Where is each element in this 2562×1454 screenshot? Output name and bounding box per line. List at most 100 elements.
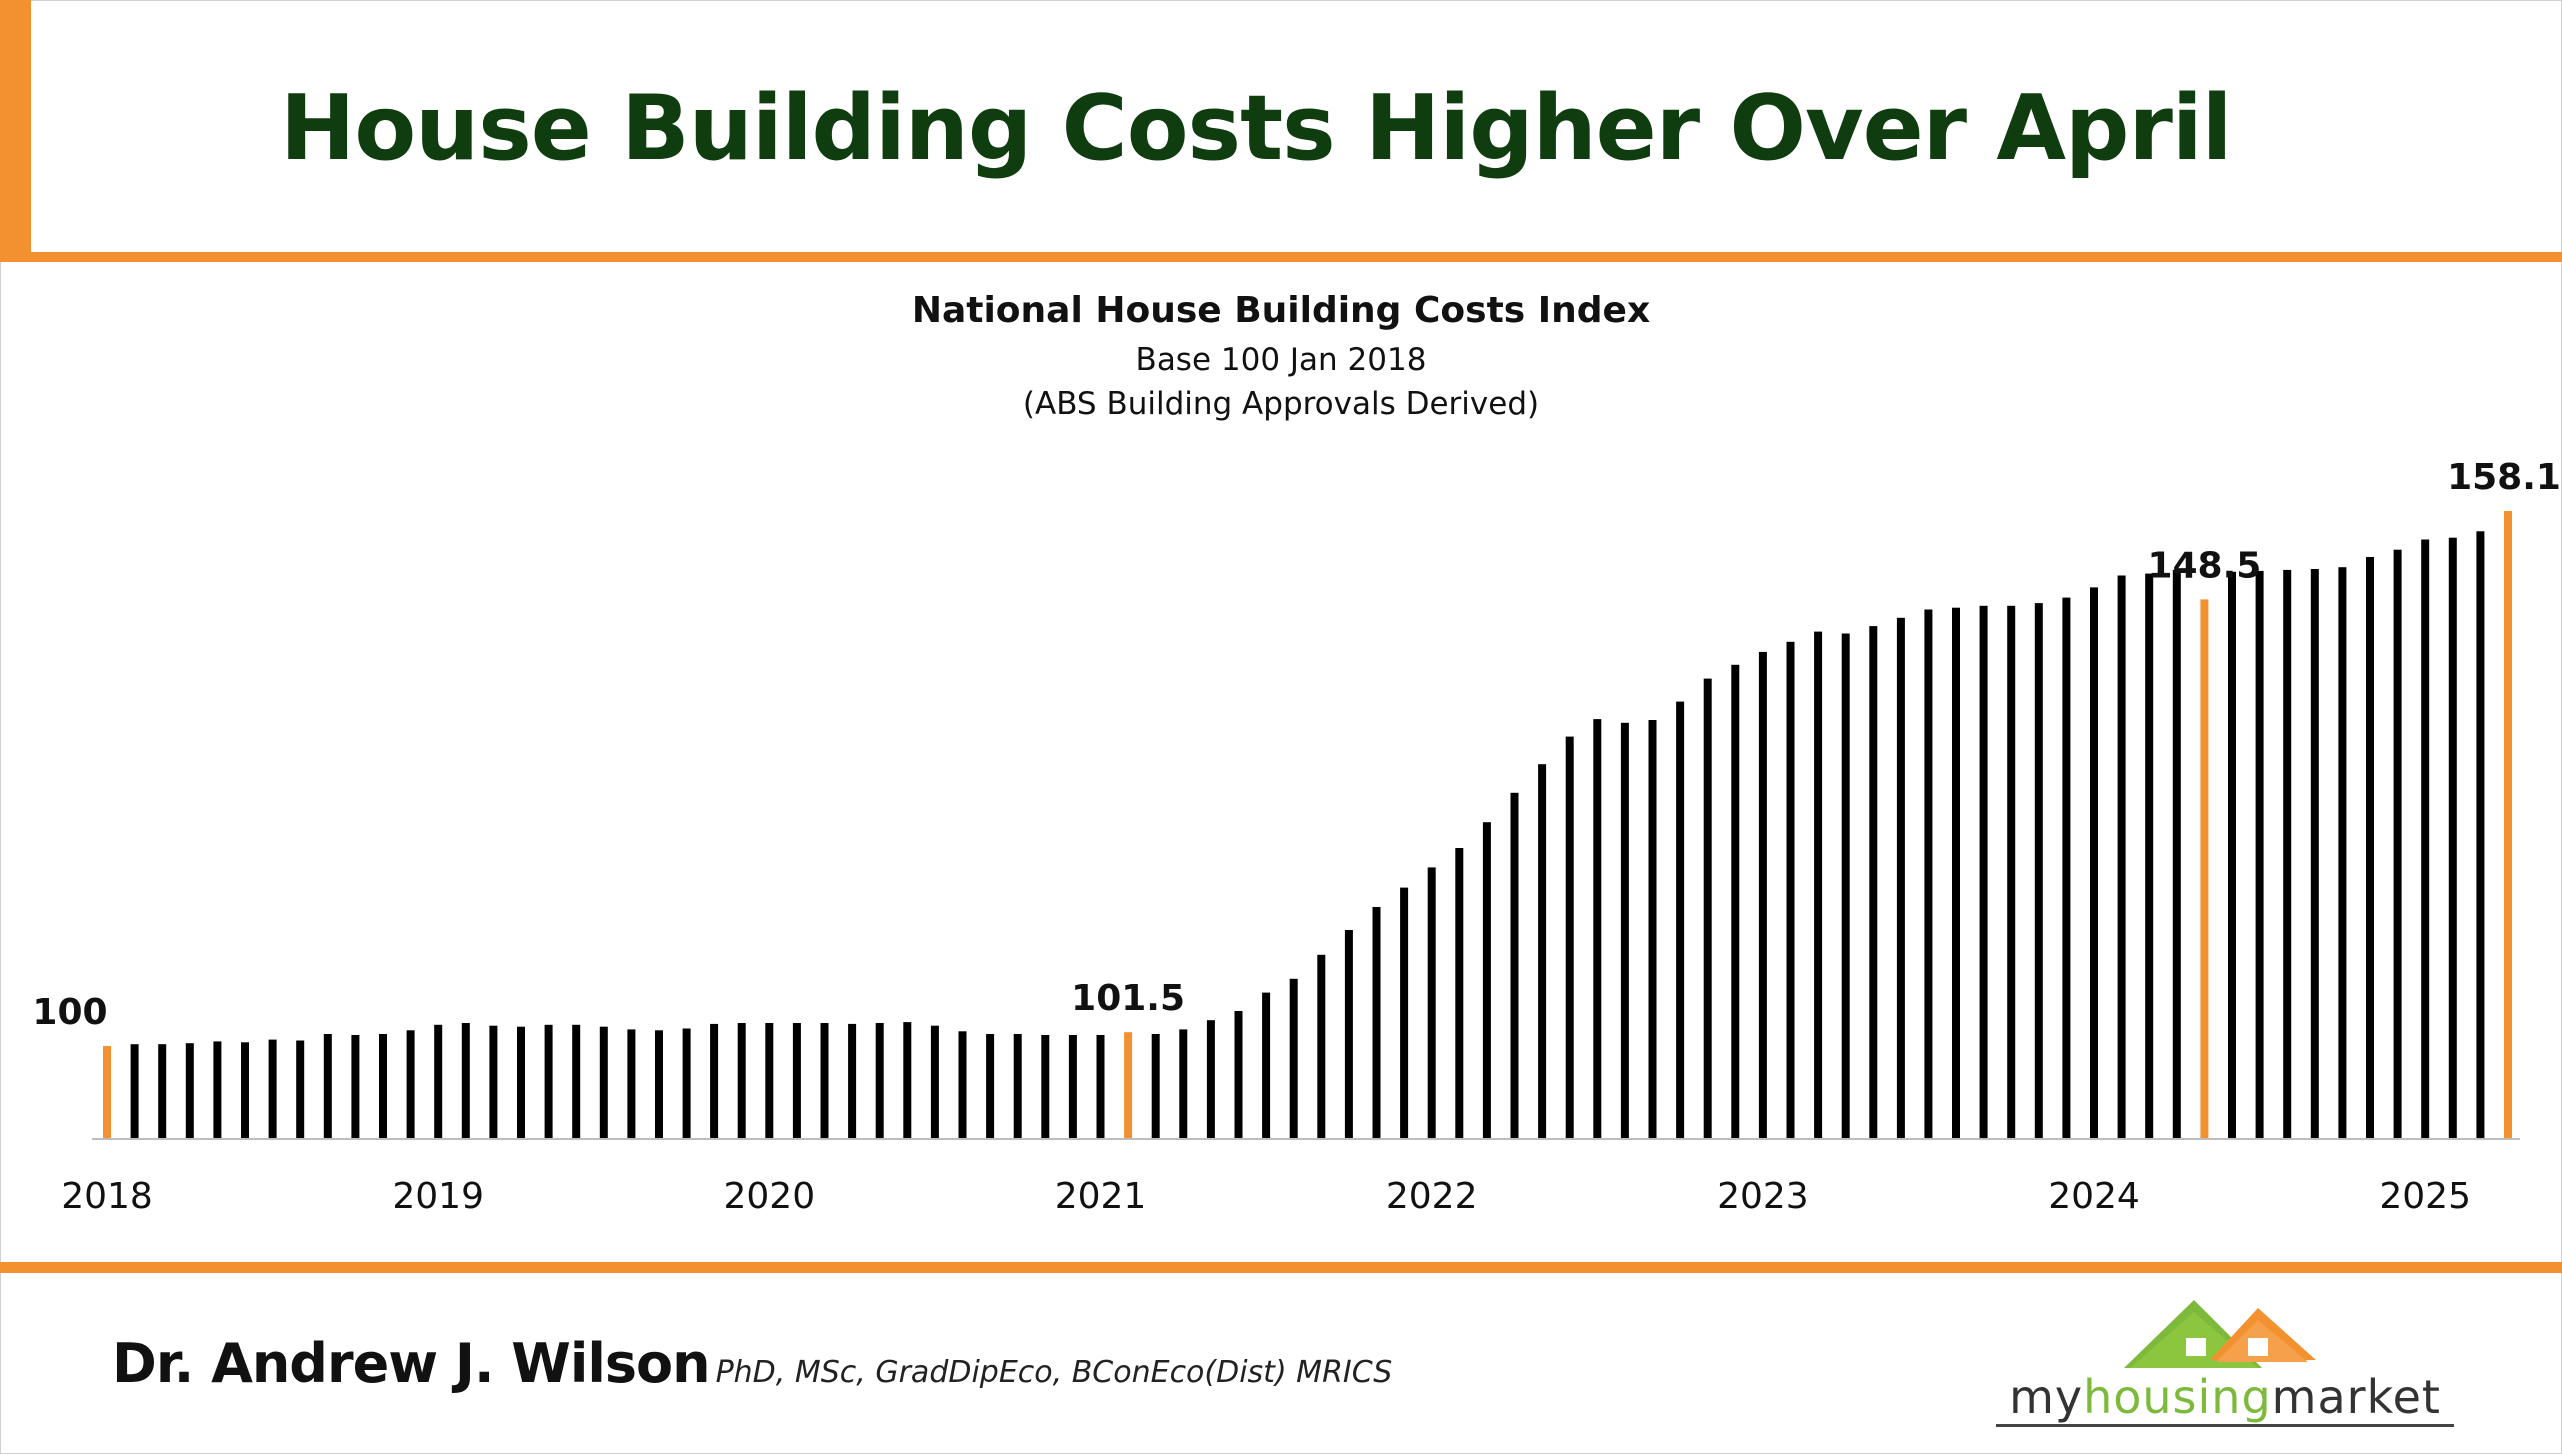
bar xyxy=(1013,1034,1022,1138)
house-roof-icon xyxy=(2124,1300,2316,1368)
bar xyxy=(296,1040,305,1138)
bar xyxy=(710,1023,719,1138)
bar xyxy=(1648,720,1657,1138)
bar xyxy=(682,1028,691,1138)
bar xyxy=(1289,978,1298,1138)
chart-subtitle: Base 100 Jan 2018 xyxy=(1135,342,1427,378)
bar xyxy=(2283,569,2292,1138)
bar xyxy=(627,1029,636,1138)
bar xyxy=(213,1041,222,1138)
bar xyxy=(1372,907,1381,1138)
bar xyxy=(2310,569,2319,1138)
bar xyxy=(599,1026,608,1138)
bar xyxy=(544,1024,553,1138)
bar xyxy=(1317,954,1326,1138)
year-tick-label: 2022 xyxy=(1386,1176,1478,1217)
data-label: 100 xyxy=(32,992,107,1033)
bar xyxy=(2338,567,2347,1138)
bar xyxy=(517,1026,525,1138)
bar xyxy=(848,1023,857,1138)
bar xyxy=(1041,1035,1050,1138)
bar xyxy=(1593,719,1602,1138)
bar xyxy=(461,1023,470,1138)
header-divider xyxy=(0,252,2562,262)
bar xyxy=(2255,570,2264,1138)
bar xyxy=(1731,664,1740,1138)
highlight-bar xyxy=(2504,511,2512,1138)
slide-headline: House Building Costs Higher Over April xyxy=(280,76,2233,181)
data-label: 158.1 xyxy=(2447,457,2561,498)
bar xyxy=(1151,1034,1160,1138)
bar xyxy=(958,1031,967,1138)
bar xyxy=(351,1035,360,1138)
bar xyxy=(1952,607,1960,1138)
bar xyxy=(2393,549,2402,1138)
year-tick-label: 2024 xyxy=(2048,1176,2140,1217)
bar xyxy=(1979,605,1988,1138)
highlight-bar xyxy=(103,1046,111,1138)
bar xyxy=(2062,597,2071,1138)
author-credentials: PhD, MSc, GradDipEco, BConEco(Dist) MRIC… xyxy=(715,1355,1393,1390)
bar xyxy=(1786,641,1795,1138)
myhousingmarket-logo[interactable]: myhousingmarket xyxy=(1990,1290,2460,1430)
bar xyxy=(2476,531,2485,1138)
bar xyxy=(930,1025,939,1138)
bar xyxy=(655,1030,663,1138)
bar xyxy=(2090,587,2098,1138)
highlight-bar xyxy=(1124,1032,1133,1138)
chart-source-note: (ABS Building Approvals Derived) xyxy=(1022,386,1540,422)
chart-title: National House Building Costs Index xyxy=(911,290,1651,331)
bar xyxy=(986,1034,995,1138)
footer-divider xyxy=(0,1262,2562,1273)
data-labels-layer: 100 101.5 148.5 158.1 xyxy=(32,457,2561,1033)
bar xyxy=(903,1022,912,1138)
data-label: 101.5 xyxy=(1071,978,1185,1019)
bar xyxy=(1096,1035,1105,1138)
bar xyxy=(434,1024,443,1138)
bar xyxy=(572,1024,581,1138)
bar xyxy=(1703,678,1712,1138)
bar xyxy=(2145,573,2154,1138)
bar xyxy=(820,1023,829,1138)
bar xyxy=(1538,764,1547,1138)
bar xyxy=(1206,1020,1215,1138)
bar xyxy=(2034,603,2043,1138)
year-tick-label: 2021 xyxy=(1055,1176,1147,1217)
bar xyxy=(1869,626,1878,1138)
author-name: Dr. Andrew J. Wilson xyxy=(112,1332,711,1395)
bar xyxy=(489,1025,498,1138)
accent-side-bar xyxy=(0,0,31,262)
bar xyxy=(323,1034,332,1138)
logo-underline xyxy=(1996,1424,2454,1427)
bar xyxy=(1482,822,1491,1138)
bar xyxy=(2448,537,2457,1138)
bar xyxy=(1896,617,1905,1138)
bar xyxy=(406,1030,415,1138)
year-tick-label: 2018 xyxy=(61,1176,153,1217)
year-tick-label: 2025 xyxy=(2379,1176,2471,1217)
bar xyxy=(1262,992,1271,1138)
bar xyxy=(1068,1035,1077,1138)
bar xyxy=(241,1042,249,1138)
bar xyxy=(737,1023,746,1138)
highlight-bar xyxy=(2200,599,2209,1138)
bar xyxy=(1758,651,1767,1138)
bar xyxy=(1841,633,1850,1138)
data-label: 148.5 xyxy=(2147,545,2261,586)
bar xyxy=(158,1044,167,1138)
author-signature: Dr. Andrew J. Wilson PhD, MSc, GradDipEco… xyxy=(112,1332,1392,1395)
bar xyxy=(2117,575,2126,1138)
bar xyxy=(1510,792,1519,1138)
bar xyxy=(268,1039,277,1138)
bar xyxy=(875,1023,884,1138)
bar xyxy=(2172,569,2181,1138)
logo-wordmark: myhousingmarket xyxy=(2009,1370,2441,1424)
bar xyxy=(1234,1011,1243,1138)
bar xyxy=(1620,722,1629,1138)
year-tick-label: 2019 xyxy=(392,1176,484,1217)
bar xyxy=(1427,867,1436,1138)
bar xyxy=(1565,736,1574,1138)
bar xyxy=(2007,605,2016,1138)
bars-layer xyxy=(103,511,2512,1138)
year-ticks-layer: 2018 2019 2020 2021 2022 2023 2024 2025 xyxy=(61,1176,2471,1217)
